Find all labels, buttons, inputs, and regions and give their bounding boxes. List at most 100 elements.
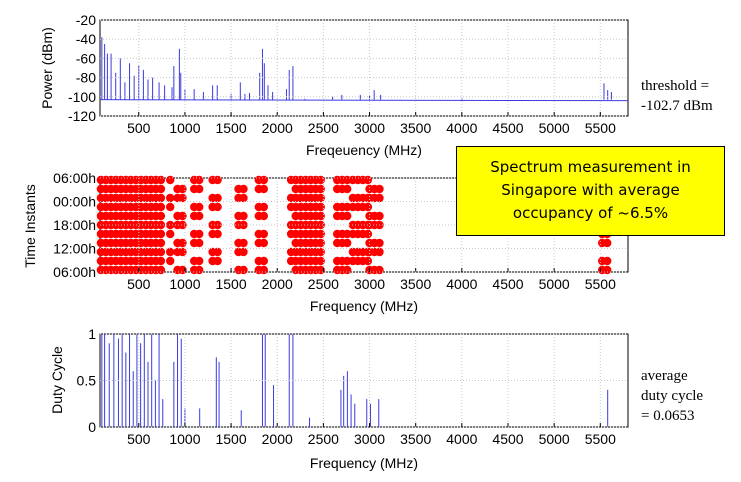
occupancy-point — [166, 202, 175, 212]
occupancy-point — [363, 256, 373, 266]
occupancy-point — [156, 184, 166, 194]
occupancy-point — [178, 265, 187, 275]
occupancy-point — [166, 193, 175, 203]
occupancy-point — [195, 265, 204, 275]
occupancy-point — [239, 184, 248, 194]
occupancy-y-tick-label: 06:00h — [53, 264, 96, 280]
occupancy-point — [316, 202, 325, 212]
duty-x-tick-label: 500 — [127, 431, 151, 447]
occupancy-point — [178, 184, 187, 194]
duty-x-tick-label: 4500 — [492, 431, 523, 447]
occupancy-ylabel: Time Instants — [22, 184, 38, 268]
occupancy-point — [343, 211, 352, 221]
occupancy-x-tick-label: 4500 — [492, 276, 523, 292]
duty-x-tick-label: 3000 — [354, 431, 385, 447]
occupancy-point — [375, 211, 384, 221]
occupancy-point — [259, 238, 268, 248]
occupancy-point — [156, 229, 166, 239]
occupancy-point — [239, 238, 248, 248]
occupancy-point — [375, 247, 384, 257]
occupancy-point — [239, 193, 248, 203]
occupancy-point — [195, 202, 204, 212]
occupancy-point — [213, 229, 222, 239]
power-panel: 500 1000 1500 2000 2500 3000 3500 4000 4500 5000 5… — [39, 12, 629, 158]
occupancy-point — [239, 247, 248, 257]
duty-x-tick-label: 5000 — [539, 431, 570, 447]
occupancy-point — [178, 220, 187, 230]
occupancy-point — [316, 193, 325, 203]
occupancy-point — [343, 265, 352, 275]
occupancy-point — [259, 202, 268, 212]
occupancy-point — [343, 238, 352, 248]
occupancy-point — [195, 256, 204, 266]
power-x-tick-label: 2500 — [308, 120, 339, 136]
occupancy-point — [239, 211, 248, 221]
power-xlabel: Freqeuency (MHz) — [306, 142, 422, 158]
occupancy-point — [156, 265, 166, 275]
occupancy-point — [195, 184, 204, 194]
occupancy-point — [259, 265, 268, 275]
occupancy-point — [213, 256, 222, 266]
occupancy-point — [316, 229, 325, 239]
duty-y-tick-label: 0 — [88, 419, 96, 435]
occupancy-point — [603, 256, 612, 266]
power-y-tick-label: -80 — [76, 70, 96, 86]
occupancy-x-tick-label: 2000 — [262, 276, 293, 292]
occupancy-point — [375, 184, 384, 194]
occupancy-point — [178, 238, 187, 248]
power-x-tick-label: 2000 — [262, 120, 293, 136]
threshold-note: threshold = -102.7 dBm — [641, 76, 713, 116]
occupancy-point — [166, 175, 175, 185]
duty-x-tick-label: 1000 — [169, 431, 200, 447]
power-x-tick-label: 5000 — [539, 120, 570, 136]
callout-line-3: occupancy of ~6.5% — [512, 204, 669, 222]
power-ylabel: Power (dBm) — [39, 27, 55, 109]
occupancy-point — [259, 229, 268, 239]
duty-line-1: average — [641, 368, 688, 384]
occupancy-y-tick-label: 12:00h — [53, 241, 96, 257]
power-x-tick-label: 1000 — [169, 120, 200, 136]
power-y-tick-label: -120 — [68, 108, 96, 124]
occupancy-point — [195, 229, 204, 239]
occupancy-point — [195, 238, 204, 248]
occupancy-point — [195, 175, 204, 185]
duty-line-2: duty cycle — [641, 388, 704, 404]
occupancy-y-tick-label: 06:00h — [53, 170, 96, 186]
duty-note: average duty cycle = 0.0653 — [641, 366, 703, 426]
occupancy-x-tick-label: 4000 — [446, 276, 477, 292]
occupancy-point — [259, 175, 268, 185]
duty-ylabel: Duty Cycle — [49, 346, 65, 414]
occupancy-point — [363, 175, 373, 185]
duty-line-3: = 0.0653 — [641, 408, 695, 424]
occupancy-point — [166, 247, 175, 257]
occupancy-point — [166, 229, 175, 239]
occupancy-point — [363, 229, 373, 239]
occupancy-y-tick-label: 00:00h — [53, 194, 96, 210]
occupancy-point — [375, 193, 384, 203]
occupancy-x-tick-label: 1000 — [169, 276, 200, 292]
occupancy-point — [603, 238, 612, 248]
callout-line-2: Singapore with average — [501, 181, 680, 199]
occupancy-point — [213, 202, 222, 212]
power-x-tick-label: 500 — [127, 120, 151, 136]
occupancy-y-tick-label: 18:00h — [53, 217, 96, 233]
occupancy-x-tick-label: 5000 — [539, 276, 570, 292]
occupancy-point — [213, 175, 222, 185]
occupancy-x-tick-label: 3500 — [400, 276, 431, 292]
occupancy-x-tick-label: 500 — [127, 276, 151, 292]
power-x-tick-label: 4000 — [446, 120, 477, 136]
power-x-tick-label: 3500 — [400, 120, 431, 136]
duty-x-tick-label: 2500 — [308, 431, 339, 447]
occupancy-point — [213, 247, 222, 257]
duty-x-tick-label: 3500 — [400, 431, 431, 447]
duty-y-tick-label: 1 — [88, 326, 96, 342]
occupancy-point — [259, 184, 268, 194]
occupancy-point — [375, 238, 384, 248]
power-y-tick-label: -60 — [76, 50, 96, 66]
occupancy-point — [156, 238, 166, 248]
duty-x-tick-label: 2000 — [262, 431, 293, 447]
occupancy-point — [195, 211, 204, 221]
duty-xlabel: Frequency (MHz) — [310, 455, 418, 471]
occupancy-point — [316, 175, 325, 185]
power-x-tick-label: 1500 — [215, 120, 246, 136]
